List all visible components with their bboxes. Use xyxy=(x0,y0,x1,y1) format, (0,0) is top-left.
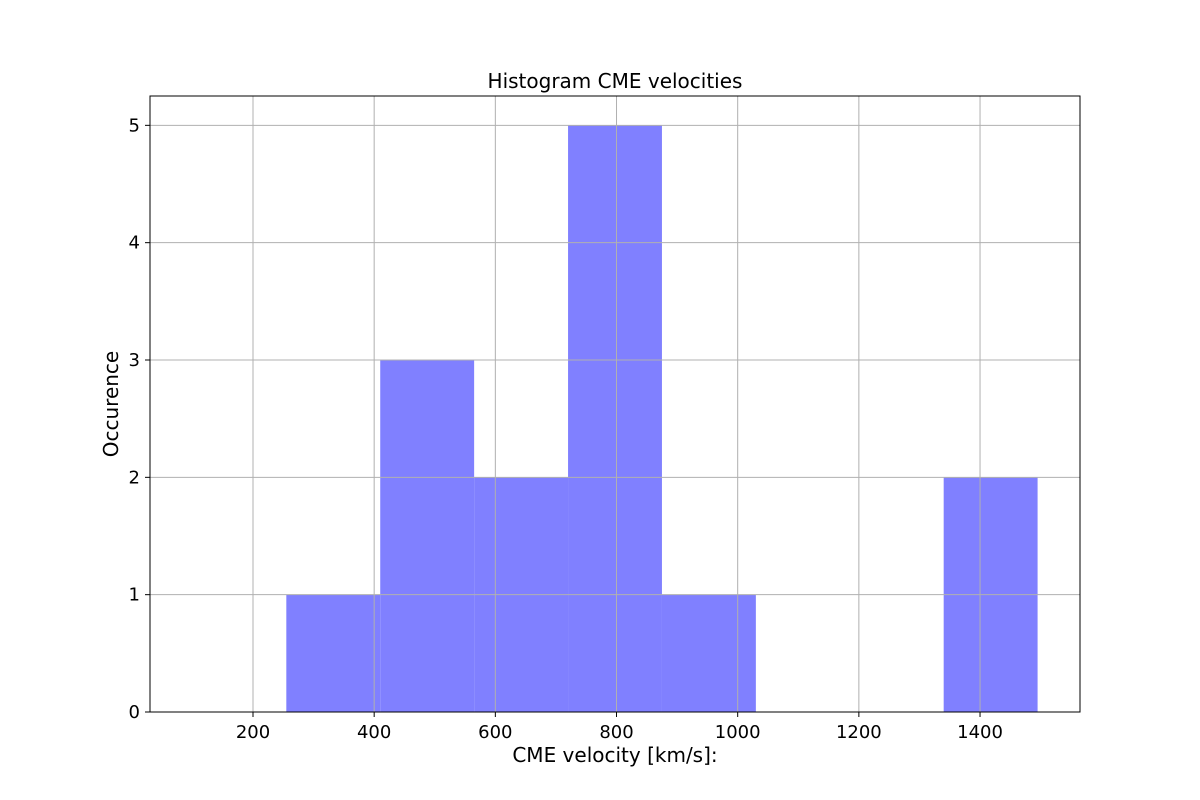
y-tick-label: 0 xyxy=(129,702,140,723)
histogram-bar xyxy=(286,594,381,712)
chart-title: Histogram CME velocities xyxy=(488,69,743,93)
y-tick-label: 2 xyxy=(129,467,140,488)
y-tick-label: 1 xyxy=(129,585,140,606)
ticks: 200 400 600 800 1000 1200 1400 0 1 2 3 4 5 xyxy=(129,115,1003,743)
bars xyxy=(286,125,1038,713)
plot-frame xyxy=(149,95,1081,713)
histogram-bar xyxy=(380,360,475,712)
y-tick-label: 3 xyxy=(129,350,140,371)
x-tick-label: 200 xyxy=(236,722,270,743)
y-axis-title: Occurence xyxy=(99,351,123,457)
y-tick-label: 5 xyxy=(129,115,140,136)
histogram-bar xyxy=(568,125,662,713)
x-tick-label: 1400 xyxy=(957,722,1003,743)
x-tick-label: 1000 xyxy=(715,722,761,743)
y-tick-label: 4 xyxy=(129,233,140,254)
x-tick-label: 400 xyxy=(357,722,391,743)
x-tick-label: 1200 xyxy=(836,722,882,743)
x-tick-label: 600 xyxy=(478,722,512,743)
x-tick-label: 800 xyxy=(599,722,633,743)
x-axis-title: CME velocity [km/s]: xyxy=(512,743,717,767)
histogram-bar xyxy=(661,594,756,712)
